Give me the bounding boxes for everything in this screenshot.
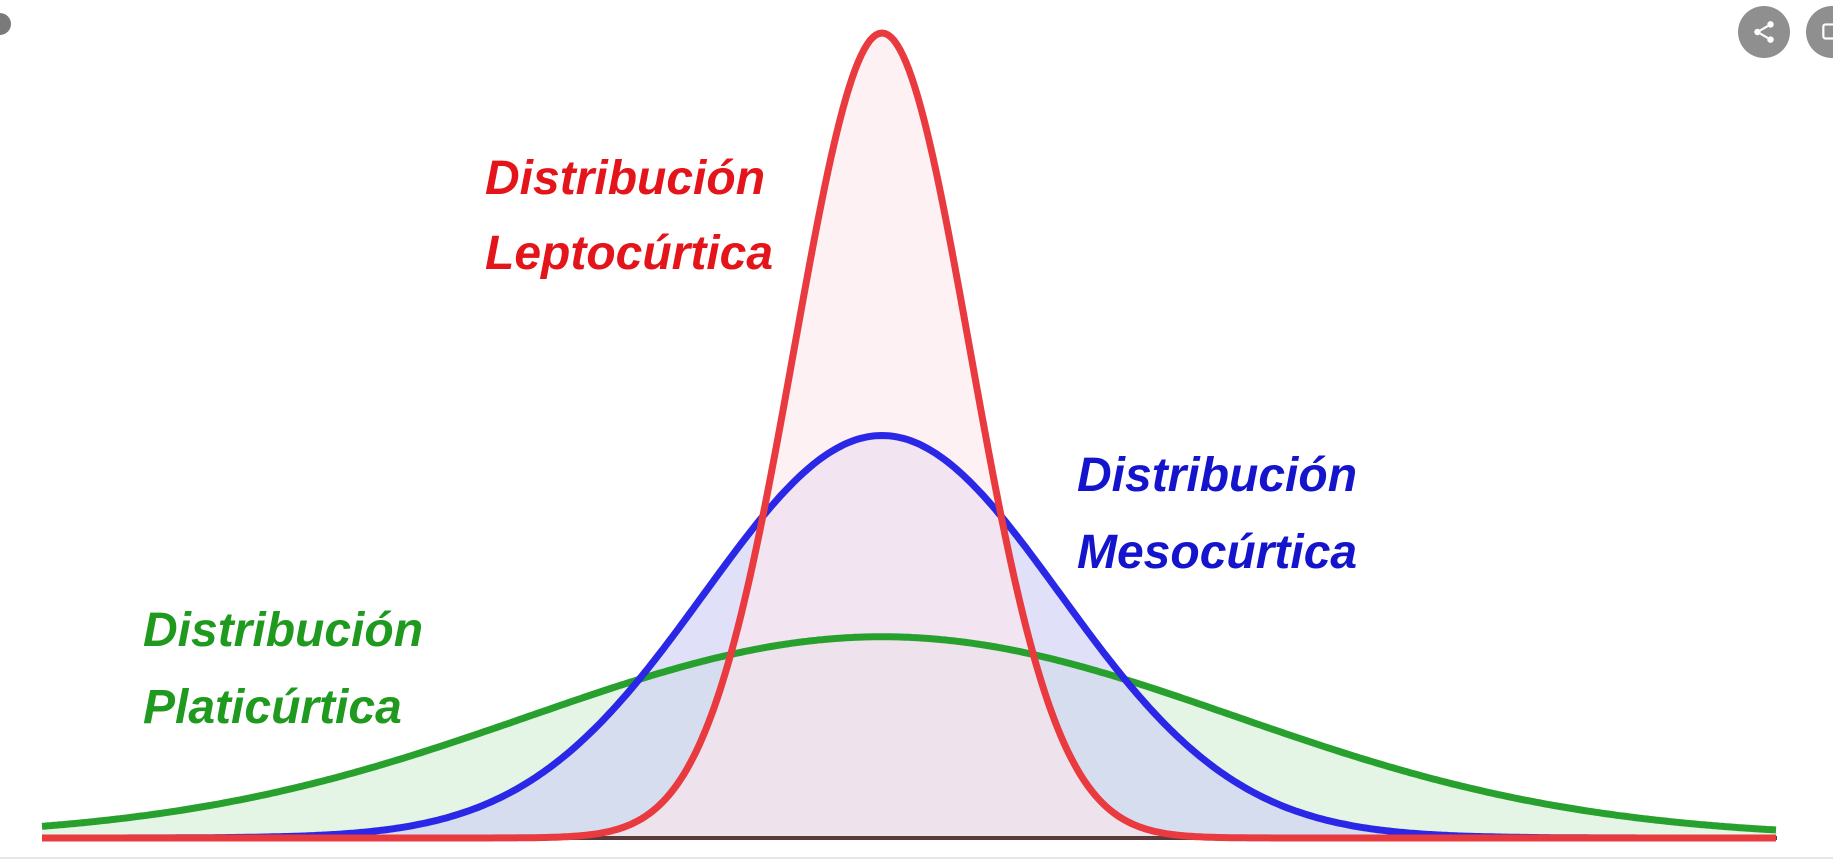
leptocurtica-label-line2: Leptocúrtica: [485, 227, 773, 280]
external-link-icon: [1822, 23, 1833, 40]
leptocurtica-curve: [42, 29, 1776, 842]
mesocurtica-label-line2: Mesocúrtica: [1077, 526, 1357, 579]
leptocurtica-area: [42, 33, 1777, 838]
share-button[interactable]: [1738, 6, 1790, 58]
bottom-divider: [0, 857, 1833, 859]
mesocurtica-label-line1: Distribución: [1077, 449, 1357, 502]
platicurtica-label-line2: Platicúrtica: [143, 681, 402, 734]
platicurtica-label-line1: Distribución: [143, 604, 423, 657]
leptocurtica-label-line1: Distribución: [485, 152, 765, 205]
share-icon: [1754, 21, 1774, 43]
corner-indicator[interactable]: [0, 13, 11, 35]
platicurtica-curve: [41, 633, 1777, 834]
